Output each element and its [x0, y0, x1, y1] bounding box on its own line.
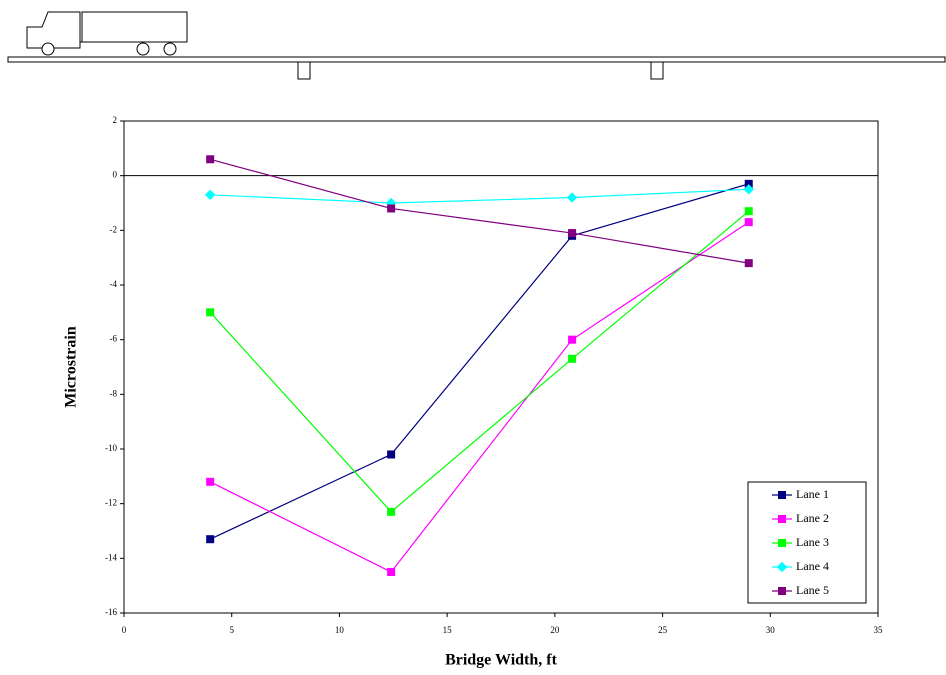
legend-marker: [778, 491, 786, 499]
x-tick-label: 25: [658, 625, 668, 635]
truck-cab: [26, 11, 81, 49]
marker: [204, 189, 216, 201]
marker: [387, 204, 396, 213]
y-axis-title: Microstrain: [63, 326, 80, 408]
legend-label: Lane 3: [796, 535, 829, 549]
y-tick-label: 0: [113, 170, 118, 180]
x-tick-label: 10: [335, 625, 345, 635]
marker: [206, 155, 215, 164]
legend-marker: [778, 515, 786, 523]
y-tick-label: 2: [113, 115, 118, 125]
legend-label: Lane 4: [796, 559, 829, 573]
y-tick-label: -6: [110, 334, 118, 344]
marker: [744, 207, 753, 216]
legend-label: Lane 2: [796, 511, 829, 525]
x-tick-label: 5: [229, 625, 234, 635]
marker: [568, 229, 577, 238]
legend-marker: [778, 587, 786, 595]
y-tick-label: -10: [105, 443, 117, 453]
marker: [568, 354, 577, 363]
marker: [744, 259, 753, 268]
marker: [206, 535, 215, 544]
marker: [206, 308, 215, 317]
marker: [566, 192, 578, 203]
series-line: [209, 221, 750, 573]
x-tick-label: 30: [766, 625, 776, 635]
y-tick-label: -2: [110, 224, 118, 234]
truck-wheel: [41, 42, 55, 56]
series-line: [209, 183, 749, 540]
truck-trailer: [81, 11, 188, 43]
y-tick-label: -4: [110, 279, 118, 289]
series-line: [209, 210, 750, 513]
bridge-diagram: [7, 11, 946, 80]
marker: [744, 218, 753, 227]
bridge-deck: [7, 56, 946, 63]
truck-wheel: [163, 42, 177, 56]
bridge-pier: [650, 61, 664, 80]
x-tick-label: 15: [443, 625, 453, 635]
y-tick-label: -16: [105, 607, 117, 617]
legend: [747, 481, 867, 604]
y-tick-label: -12: [105, 498, 117, 508]
marker: [387, 507, 396, 516]
legend-label: Lane 5: [796, 583, 829, 597]
marker: [568, 335, 577, 344]
x-tick-label: 20: [550, 625, 560, 635]
plot-area: [123, 120, 879, 614]
truck-wheel: [136, 42, 150, 56]
x-tick-label: 35: [874, 625, 884, 635]
y-tick-label: -14: [105, 552, 117, 562]
marker: [387, 450, 396, 459]
series-line: [210, 188, 749, 204]
series-line: [210, 158, 749, 264]
bridge-pier: [297, 61, 311, 80]
y-tick-label: -8: [110, 388, 118, 398]
legend-label: Lane 1: [796, 487, 829, 501]
legend-marker: [778, 539, 786, 547]
x-axis-title: Bridge Width, ft: [445, 652, 558, 669]
marker: [206, 477, 215, 486]
legend-marker: [776, 561, 788, 573]
x-tick-label: 0: [122, 625, 127, 635]
marker: [743, 184, 754, 195]
marker: [387, 568, 396, 576]
